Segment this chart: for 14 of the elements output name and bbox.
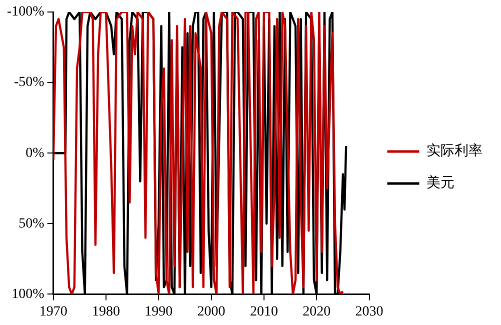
y-tick-label: 50% (18, 216, 45, 232)
y-tick-label: 100% (12, 286, 45, 302)
x-tick-label: 2020 (302, 304, 331, 320)
y-tick-label: -50% (14, 75, 45, 90)
x-tick-label: 1970 (39, 304, 68, 320)
legend-label: 美元 (426, 175, 454, 192)
x-tick-label: 2010 (250, 304, 278, 320)
x-tick-label: 1990 (144, 304, 173, 320)
x-tick-label: 2000 (197, 304, 226, 320)
x-tick-label: 1980 (92, 304, 120, 320)
legend-label: 实际利率 (426, 143, 482, 160)
y-tick-label: 0% (26, 146, 45, 161)
x-tick-label: 2030 (355, 304, 384, 320)
y-tick-label: -100% (6, 4, 45, 20)
